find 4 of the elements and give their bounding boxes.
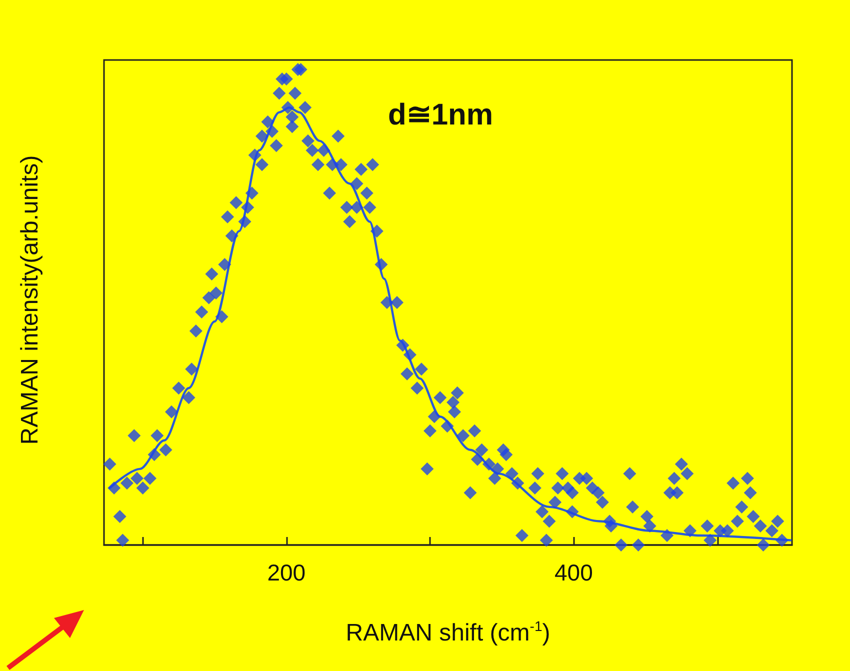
y-axis-title: RAMAN intensity(arb.units) (16, 155, 44, 445)
x-tick-label: 200 (267, 560, 306, 586)
x-tick-label: 400 (554, 560, 593, 586)
annotation: d≅1nm (388, 98, 494, 132)
